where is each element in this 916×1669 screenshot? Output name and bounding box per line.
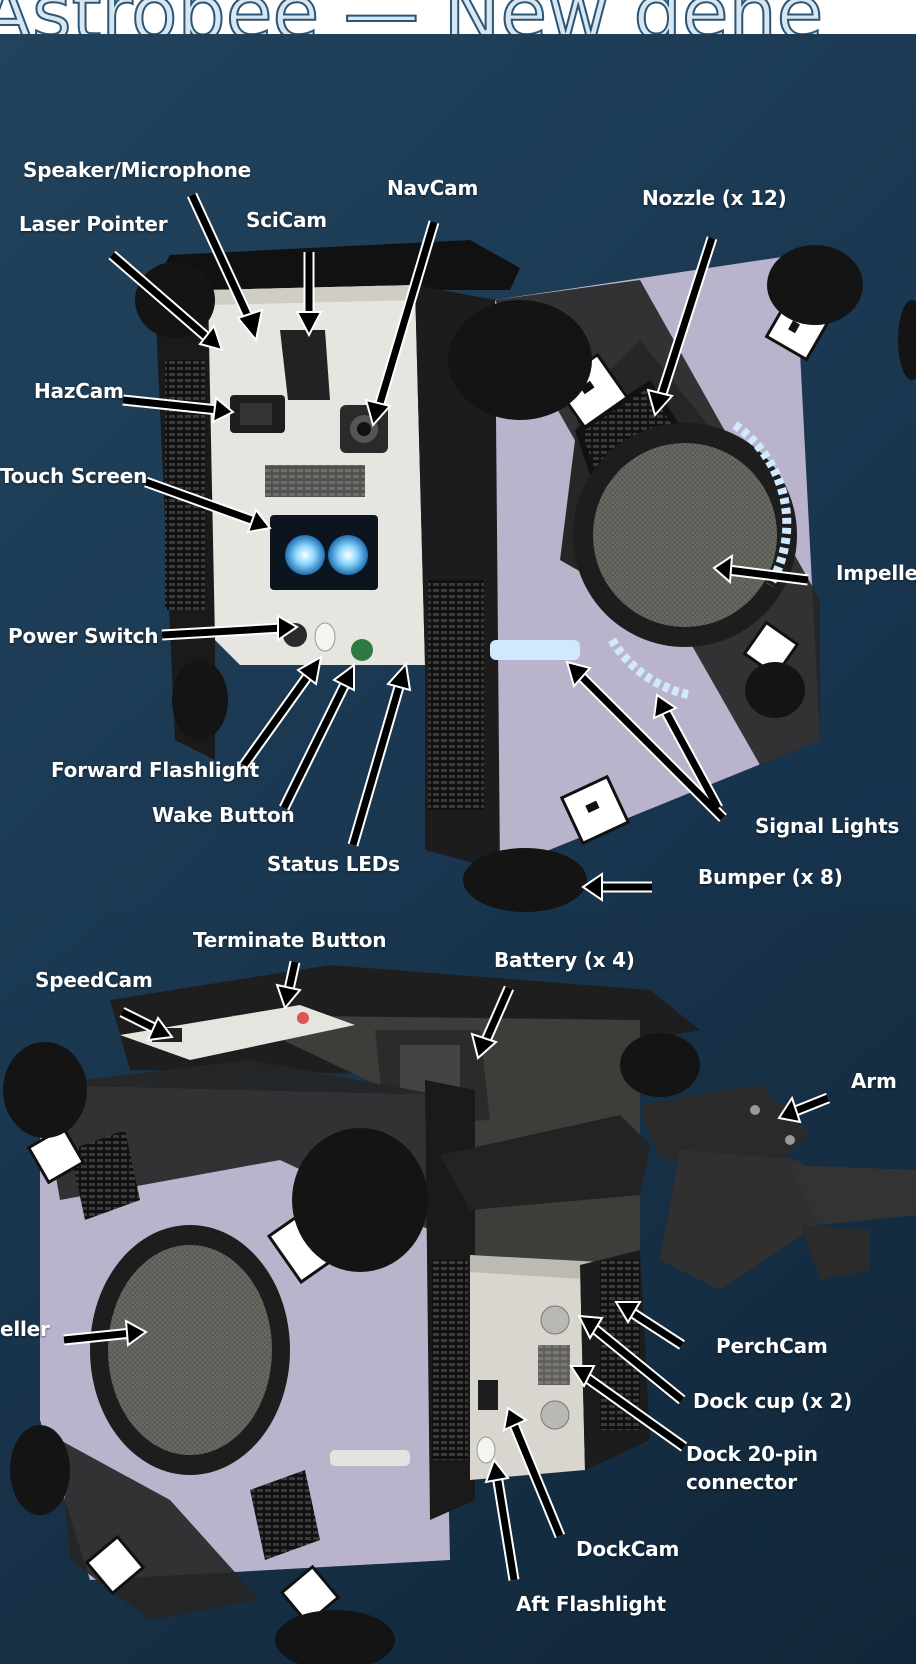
label-navcam: NavCam	[387, 176, 479, 200]
label-laser-pointer: Laser Pointer	[19, 212, 168, 236]
label-impeller-top: Impelle	[836, 561, 916, 585]
label-status-leds: Status LEDs	[267, 852, 400, 876]
label-scicam: SciCam	[246, 208, 327, 232]
label-dockcam: DockCam	[576, 1537, 680, 1561]
label-signal-lights: Signal Lights	[755, 814, 900, 838]
label-nozzle: Nozzle (x 12)	[642, 186, 787, 210]
label-dock-connector-line2: connector	[686, 1470, 797, 1494]
header-title-text: Astrobee — New gene	[0, 0, 824, 34]
label-bumper: Bumper (x 8)	[698, 865, 843, 889]
label-power-switch: Power Switch	[8, 624, 159, 648]
label-arm: Arm	[851, 1069, 897, 1093]
label-terminate-button: Terminate Button	[193, 928, 387, 952]
label-hazcam: HazCam	[34, 379, 124, 403]
label-touch-screen: Touch Screen	[0, 464, 148, 488]
label-battery: Battery (x 4)	[494, 948, 635, 972]
header-title: Astrobee — New gene	[0, 0, 916, 34]
bottom-robot	[3, 965, 916, 1669]
label-dock-cup: Dock cup (x 2)	[693, 1389, 853, 1413]
label-speaker-microphone: Speaker/Microphone	[23, 158, 251, 182]
callout-arrows	[63, 192, 831, 1581]
label-wake-button: Wake Button	[152, 803, 295, 827]
label-perchcam: PerchCam	[716, 1334, 828, 1358]
label-forward-flashlight: Forward Flashlight	[51, 758, 259, 782]
label-speedcam: SpeedCam	[35, 968, 153, 992]
label-dock-connector-line1: Dock 20-pin	[686, 1442, 818, 1466]
label-aft-flashlight: Aft Flashlight	[516, 1592, 666, 1616]
label-impeller-bottom: eller	[0, 1317, 50, 1341]
